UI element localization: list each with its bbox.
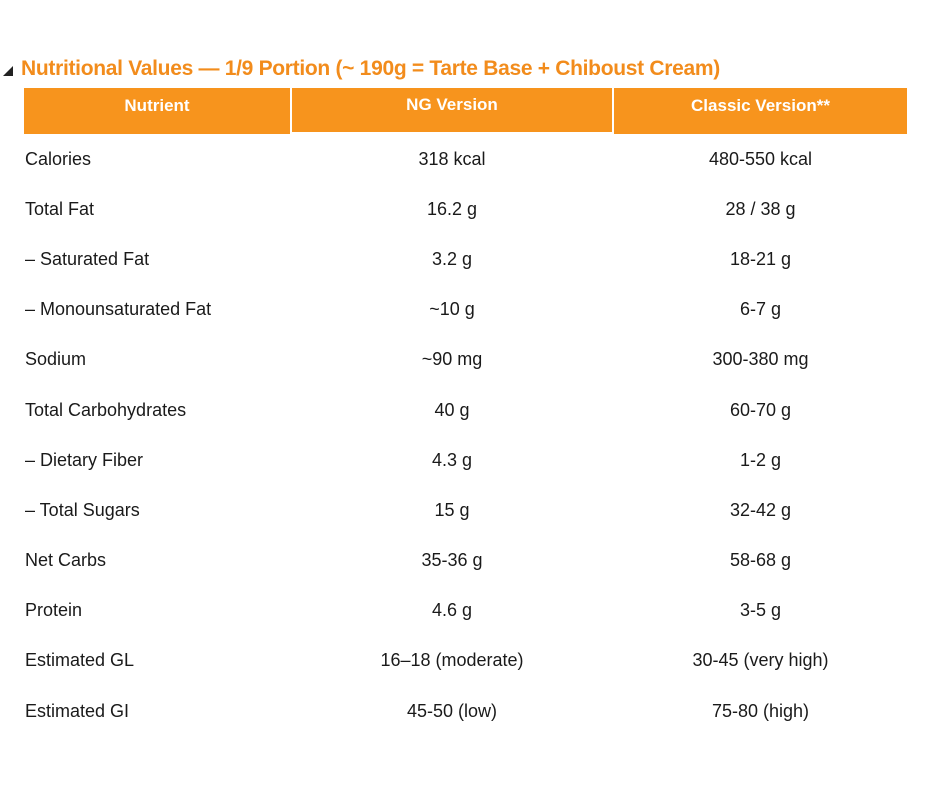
classic-value-cell: 480-550 kcal xyxy=(708,148,813,169)
classic-value-cell: 60-70 g xyxy=(729,399,792,420)
nutrient-cell: Total Carbohydrates xyxy=(25,399,187,420)
nutrient-cell: Total Fat xyxy=(25,198,95,219)
ng-value-cell: 35-36 g xyxy=(421,550,483,571)
table-row: – Dietary Fiber 4.3 g 1-2 g xyxy=(24,435,907,485)
ng-value-cell: 3.2 g xyxy=(431,248,473,269)
classic-value-cell: 1-2 g xyxy=(739,449,782,470)
ng-value-cell: 40 g xyxy=(434,399,470,420)
table-header: Nutrient NG Version Classic Version** xyxy=(24,88,907,134)
nutrient-cell: Sodium xyxy=(25,349,87,370)
nutrient-cell: Estimated GL xyxy=(25,650,135,671)
header-classic-version: Classic Version** xyxy=(614,88,907,134)
table-row: Protein 4.6 g 3-5 g xyxy=(24,586,907,636)
ng-value-cell: ~90 mg xyxy=(421,349,483,370)
classic-value-cell: 32-42 g xyxy=(729,499,792,520)
classic-value-cell: 18-21 g xyxy=(729,248,792,269)
header-row: Nutrient NG Version Classic Version** xyxy=(24,88,907,134)
classic-value-cell: 3-5 g xyxy=(739,600,782,621)
ng-value-cell: 318 kcal xyxy=(418,148,486,169)
classic-value-cell: 75-80 (high) xyxy=(711,700,810,721)
table-row: Total Carbohydrates 40 g 60-70 g xyxy=(24,385,907,435)
table-row: Net Carbs 35-36 g 58-68 g xyxy=(24,536,907,586)
classic-value-cell: 6-7 g xyxy=(739,299,782,320)
table-row: – Saturated Fat 3.2 g 18-21 g xyxy=(24,234,907,284)
nutrient-cell: – Dietary Fiber xyxy=(25,449,144,470)
ng-value-cell: 4.6 g xyxy=(431,600,473,621)
table-row: Calories 318 kcal 480-550 kcal xyxy=(24,134,907,184)
nutrient-cell: – Total Sugars xyxy=(25,499,140,520)
ng-value-cell: 15 g xyxy=(434,499,470,520)
table-body: Calories 318 kcal 480-550 kcal Total Fat 16.… xyxy=(24,134,907,736)
table-row: Estimated GI 45-50 (low) 75-80 (high) xyxy=(24,686,907,736)
classic-value-cell: 58-68 g xyxy=(729,550,792,571)
nutrient-cell: Calories xyxy=(25,148,92,169)
table-row: Estimated GL 16–18 (moderate) 30-45 (very … xyxy=(24,636,907,686)
nutrient-cell: Protein xyxy=(25,600,83,621)
classic-value-cell: 30-45 (very high) xyxy=(692,650,829,671)
nutrient-cell: Net Carbs xyxy=(25,550,107,571)
nutrition-table: Nutrient NG Version Classic Version** Ca… xyxy=(24,88,907,736)
ng-value-cell: ~10 g xyxy=(429,299,475,320)
nutrient-cell: – Saturated Fat xyxy=(25,248,150,269)
table-row: Total Fat 16.2 g 28 / 38 g xyxy=(24,184,907,234)
table-row: Sodium ~90 mg 300-380 mg xyxy=(24,335,907,385)
nutrient-cell: – Monounsaturated Fat xyxy=(25,299,212,320)
ng-value-cell: 45-50 (low) xyxy=(406,700,498,721)
classic-value-cell: 300-380 mg xyxy=(712,349,809,370)
classic-value-cell: 28 / 38 g xyxy=(725,198,796,219)
ng-value-cell: 4.3 g xyxy=(431,449,473,470)
table-row: – Monounsaturated Fat ~10 g 6-7 g xyxy=(24,285,907,335)
header-nutrient: Nutrient xyxy=(24,88,290,134)
table-row: – Total Sugars 15 g 32-42 g xyxy=(24,485,907,535)
ng-value-cell: 16–18 (moderate) xyxy=(380,650,524,671)
ng-value-cell: 16.2 g xyxy=(426,198,478,219)
section-title: Nutritional Values — 1/9 Portion (~ 190g… xyxy=(21,57,720,80)
nutrient-cell: Estimated GI xyxy=(25,700,130,721)
section-heading[interactable]: Nutritional Values — 1/9 Portion (~ 190g… xyxy=(0,55,720,83)
collapse-triangle-icon[interactable] xyxy=(3,66,13,76)
header-ng-version: NG Version xyxy=(290,88,614,134)
